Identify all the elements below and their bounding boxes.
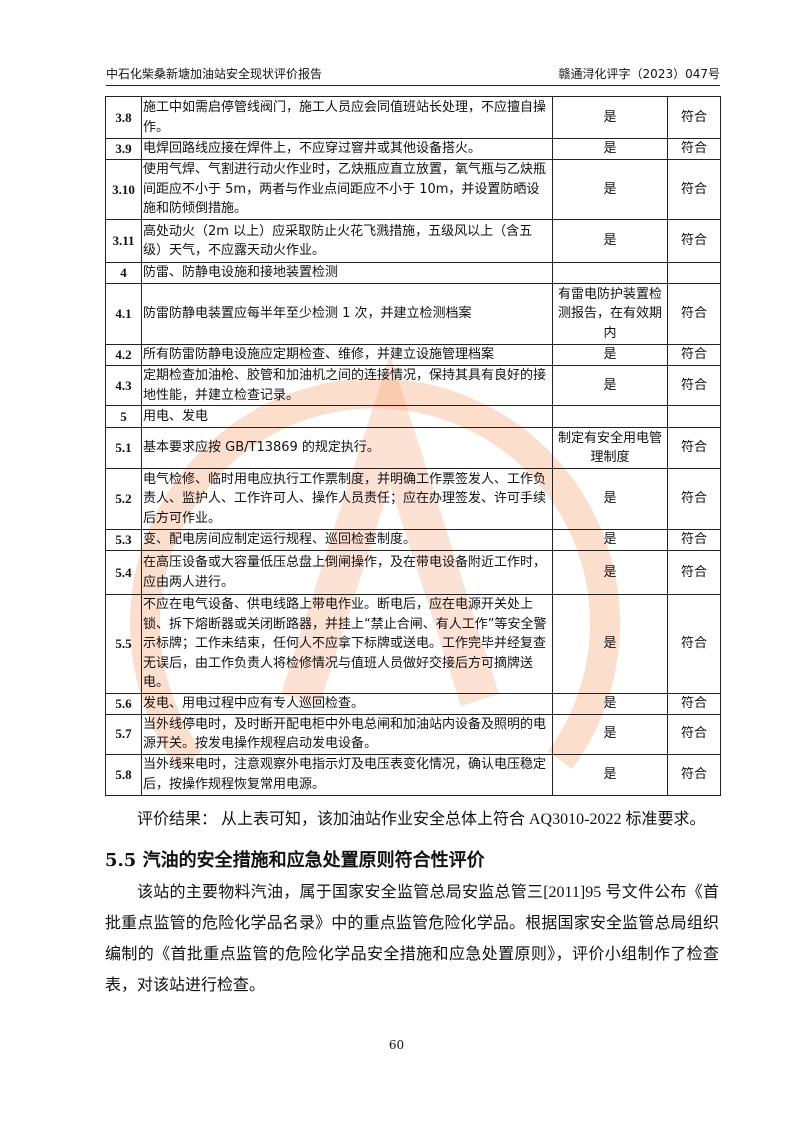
- item-number: 5.6: [105, 692, 142, 715]
- item-number: 4: [105, 262, 142, 284]
- page-number: 60: [388, 1038, 405, 1052]
- item-number: 4.2: [105, 344, 142, 366]
- table-row: 4.2 所有防雷防静电设施应定期检查、维修，并建立设施管理档案是符合: [105, 344, 721, 366]
- item-number: 5.2: [105, 468, 142, 530]
- safety-checklist-table: 3.8 施工中如需启停管线阀门，施工人员应会同值班站长处理，不应擅自操作。是符合 3…: [105, 96, 721, 796]
- item-number: 3.8: [105, 96, 142, 139]
- item-content: 电焊回路线应接在焊件上，不应穿过窨井或其他设备搭火。: [141, 138, 553, 160]
- item-result: 是: [552, 365, 668, 406]
- item-number: 5.5: [105, 594, 142, 694]
- item-conclusion: 符合: [667, 219, 721, 263]
- table-row: 3.8 施工中如需启停管线阀门，施工人员应会同值班站长处理，不应擅自操作。是符合: [105, 96, 721, 139]
- item-result: 是: [552, 219, 668, 263]
- item-result: 是: [552, 713, 668, 755]
- item-content: 当外线停电时，及时断开配电柜中外电总闸和加油站内设备及照明的电源开关。按发电操作…: [141, 713, 553, 755]
- item-content: 防雷防静电装置应每半年至少检测 1 次，并建立检测档案: [141, 283, 553, 345]
- item-content: 定期检查加油枪、胶管和加油机之间的连接情况，保持其具有良好的接地性能，并建立检查…: [141, 365, 553, 406]
- table-row: 5.5 不应在电气设备、供电线路上带电作业。断电后，应在电源开关处上锁、拆下熔断器…: [105, 594, 721, 694]
- header-report-number: 赣通浔化评字（2023）047号: [558, 67, 720, 81]
- item-content: 不应在电气设备、供电线路上带电作业。断电后，应在电源开关处上锁、拆下熔断器或关闭…: [141, 594, 553, 694]
- item-conclusion: 符合: [667, 138, 721, 160]
- item-result: 制定有安全用电管理制度: [552, 427, 668, 469]
- item-content: 电气检修、临时用电应执行工作票制度，并明确工作票签发人、工作负责人、监护人、工作…: [141, 468, 553, 530]
- item-result: 是: [552, 550, 668, 595]
- table-row: 5.1 基本要求应按 GB/T13869 的规定执行。 制定有安全用电管理制度 符合: [105, 427, 721, 469]
- item-result: 是: [552, 692, 668, 715]
- item-conclusion: 符合: [667, 692, 721, 715]
- item-result: 是: [552, 96, 668, 139]
- item-result: 是: [552, 529, 668, 551]
- item-result: [552, 405, 668, 428]
- item-content: 变、配电房间应制定运行规程、巡回检查制度。: [141, 529, 553, 551]
- item-result: 是: [552, 159, 668, 220]
- item-number: 3.9: [105, 138, 142, 160]
- item-conclusion: 符合: [667, 96, 721, 139]
- item-number: 5.1: [105, 427, 142, 469]
- table-row: 5.3 变、配电房间应制定运行规程、巡回检查制度。是符合: [105, 529, 721, 551]
- table-row: 5.7 当外线停电时，及时断开配电柜中外电总闸和加油站内设备及照明的电源开关。按发…: [105, 713, 721, 755]
- item-content: 所有防雷防静电设施应定期检查、维修，并建立设施管理档案: [141, 344, 553, 366]
- table-row: 5.6 发电、用电过程中应有专人巡回检查。是符合: [105, 692, 721, 715]
- item-conclusion: [667, 405, 721, 428]
- page-body: 3.8 施工中如需启停管线阀门，施工人员应会同值班站长处理，不应擅自操作。是符合 3…: [105, 96, 721, 1001]
- item-number: 3.10: [105, 159, 142, 220]
- item-number: 3.11: [105, 219, 142, 263]
- item-result: [552, 262, 668, 284]
- item-result: 是: [552, 468, 668, 530]
- item-conclusion: 符合: [667, 427, 721, 469]
- item-conclusion: 符合: [667, 713, 721, 755]
- item-content: 防雷、防静电设施和接地装置检测: [141, 262, 553, 284]
- item-result: 是: [552, 344, 668, 366]
- item-result: 是: [552, 594, 668, 694]
- item-number: 5.4: [105, 550, 142, 595]
- item-conclusion: 符合: [667, 529, 721, 551]
- section-paragraph: 该站的主要物料汽油，属于国家安全监管总局安监总管三[2011]95 号文件公布《…: [105, 883, 719, 994]
- page-header: 中石化柴桑新塘加油站安全现状评价报告 赣通浔化评字（2023）047号: [106, 67, 720, 86]
- table-row: 5.8 当外线来电时，注意观察外电指示灯及电压表变化情况，确认电压稳定后，按操作规…: [105, 753, 721, 796]
- item-content: 发电、用电过程中应有专人巡回检查。: [141, 692, 553, 715]
- table-row: 4.1 防雷防静电装置应每半年至少检测 1 次，并建立检测档案 有雷电防护装置检测报…: [105, 283, 721, 345]
- item-result: 是: [552, 138, 668, 160]
- item-number: 5.8: [105, 753, 142, 796]
- item-content: 用电、发电: [141, 405, 553, 428]
- section-title: 5.5 汽油的安全措施和应急处置原则符合性评价: [105, 849, 485, 871]
- item-result: 是: [552, 753, 668, 796]
- table-row: 5.2 电气检修、临时用电应执行工作票制度，并明确工作票签发人、工作负责人、监护人…: [105, 468, 721, 530]
- item-content: 施工中如需启停管线阀门，施工人员应会同值班站长处理，不应擅自操作。: [141, 96, 553, 139]
- item-number: 5.3: [105, 529, 142, 551]
- evaluation-result: 评价结果： 从上表可知，该加油站作业安全总体上符合 AQ3010-2022 标准…: [137, 810, 706, 828]
- table-row: 3.9 电焊回路线应接在焊件上，不应穿过窨井或其他设备搭火。是符合: [105, 138, 721, 160]
- item-conclusion: 符合: [667, 550, 721, 595]
- item-conclusion: 符合: [667, 283, 721, 345]
- item-conclusion: 符合: [667, 159, 721, 220]
- item-number: 5.7: [105, 713, 142, 755]
- item-content: 在高压设备或大容量低压总盘上倒闸操作，及在带电设备附近工作时，应由两人进行。: [141, 550, 553, 595]
- table-row: 5 用电、发电: [105, 405, 721, 428]
- table-row: 5.4 在高压设备或大容量低压总盘上倒闸操作，及在带电设备附近工作时，应由两人进行…: [105, 550, 721, 595]
- item-result: 有雷电防护装置检测报告，在有效期内: [552, 283, 668, 345]
- item-number: 4.3: [105, 365, 142, 406]
- item-conclusion: [667, 262, 721, 284]
- item-content: 高处动火（2m 以上）应采取防止火花飞溅措施，五级风以上（含五级）天气，不应露天…: [141, 219, 553, 263]
- item-content: 使用气焊、气割进行动火作业时，乙炔瓶应直立放置，氧气瓶与乙炔瓶间距应不小于 5m…: [141, 159, 553, 220]
- table-row: 4.3 定期检查加油枪、胶管和加油机之间的连接情况，保持其具有良好的接地性能，并建…: [105, 365, 721, 406]
- item-conclusion: 符合: [667, 594, 721, 694]
- item-number: 4.1: [105, 283, 142, 345]
- item-conclusion: 符合: [667, 365, 721, 406]
- item-content: 当外线来电时，注意观察外电指示灯及电压表变化情况，确认电压稳定后，按操作规程恢复…: [141, 753, 553, 796]
- header-title: 中石化柴桑新塘加油站安全现状评价报告: [106, 67, 323, 81]
- table-row: 3.11 高处动火（2m 以上）应采取防止火花飞溅措施，五级风以上（含五级）天气，…: [105, 219, 721, 263]
- item-number: 5: [105, 405, 142, 428]
- item-conclusion: 符合: [667, 753, 721, 796]
- item-conclusion: 符合: [667, 468, 721, 530]
- item-content: 基本要求应按 GB/T13869 的规定执行。: [141, 427, 553, 469]
- table-row: 4 防雷、防静电设施和接地装置检测: [105, 262, 721, 284]
- table-row: 3.10 使用气焊、气割进行动火作业时，乙炔瓶应直立放置，氧气瓶与乙炔瓶间距应不小…: [105, 159, 721, 220]
- item-conclusion: 符合: [667, 344, 721, 366]
